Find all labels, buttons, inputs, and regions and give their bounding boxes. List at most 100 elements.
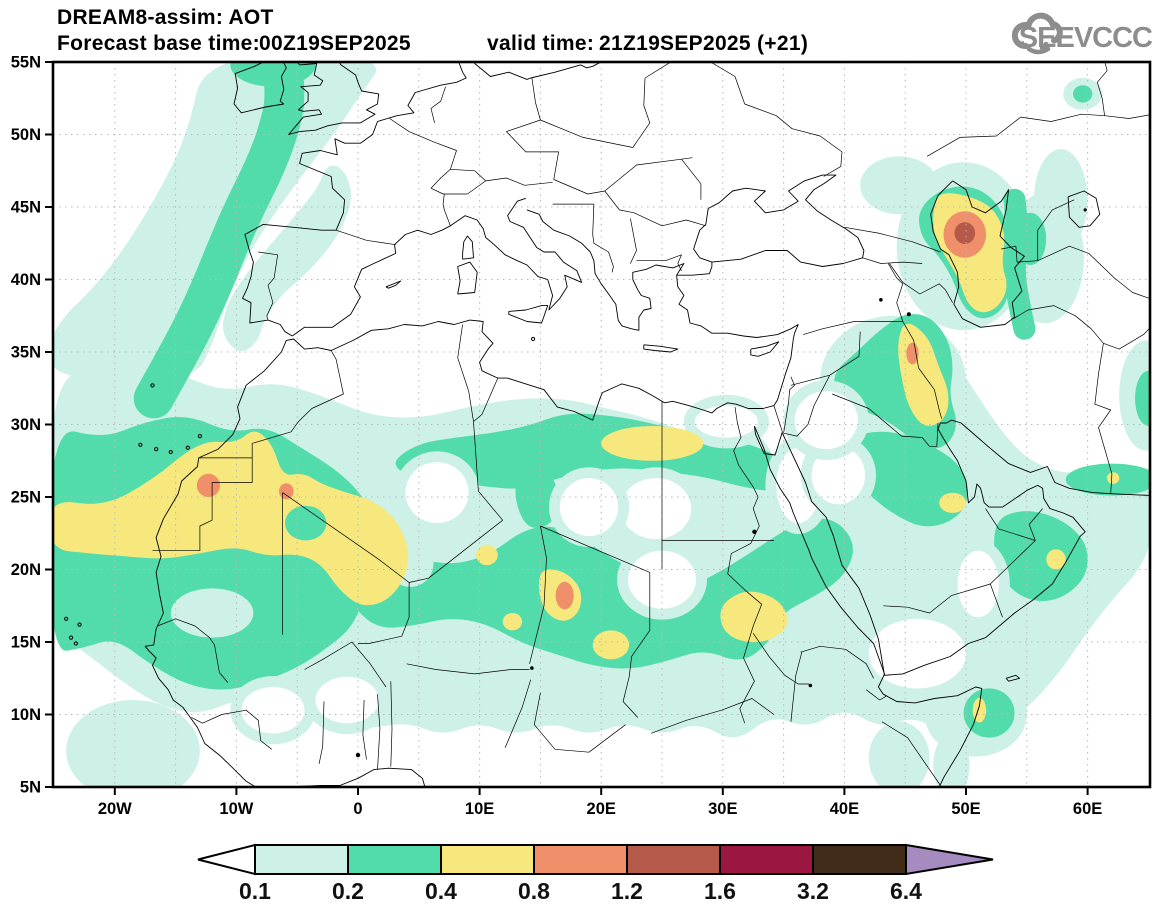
lon-tick-label: 0 [353, 800, 362, 818]
country-border [506, 77, 541, 132]
white-hole [628, 550, 696, 609]
country-border [529, 525, 547, 664]
lat-tick-label: 10N [11, 706, 41, 724]
white-hole [957, 550, 999, 618]
country-border [473, 377, 499, 422]
country-border [783, 376, 795, 434]
coastline [299, 767, 426, 787]
lake [808, 683, 813, 688]
colorbar-label: 1.6 [704, 878, 736, 904]
country-border [604, 190, 706, 227]
colorbar-label: 6.4 [890, 878, 922, 904]
country-border [485, 177, 553, 186]
country-border [533, 692, 626, 753]
yellow-niger-spot [502, 613, 523, 631]
country-border [632, 77, 651, 148]
cyan-ethiopia [868, 721, 930, 787]
coastline [753, 425, 783, 456]
island [64, 616, 69, 621]
yellow-qatar [939, 492, 966, 513]
country-border [1037, 245, 1150, 300]
country-border [800, 645, 874, 679]
lake [879, 298, 883, 302]
island [185, 445, 190, 450]
country-border [862, 257, 923, 264]
island [168, 449, 173, 455]
lat-tick-label: 20N [11, 561, 41, 579]
chart-title: DREAM8-assim: AOT [57, 6, 274, 29]
lat-tick-label: 5N [20, 779, 41, 797]
country-border [473, 421, 503, 521]
country-border [506, 131, 559, 180]
coastline [753, 425, 983, 787]
country-border [318, 701, 325, 764]
chart-header: DREAM8-assim: AOT Forecast base time:00Z… [57, 6, 808, 55]
colorbar-cell [254, 844, 349, 875]
lat-tick-label: 55N [11, 54, 41, 72]
colorbar-label: 0.1 [239, 878, 271, 904]
country-border [304, 641, 387, 688]
yellow-sudan [720, 591, 788, 643]
graticule-layer [53, 62, 1150, 787]
island [68, 635, 74, 640]
colorbar-cell [719, 844, 814, 875]
country-border [1094, 343, 1113, 495]
island [77, 622, 82, 627]
white-hole [620, 478, 692, 540]
logo-text: SEEVCCC [1019, 22, 1153, 54]
country-border [251, 350, 344, 458]
colorbar-legend: 0.1 0.2 0.4 0.8 1.2 1.6 3.2 6.4 [197, 843, 994, 904]
yellow-right-edge [1107, 472, 1120, 484]
base-time-label: Forecast base time: [57, 32, 260, 55]
lon-tick-label: 20W [98, 800, 132, 818]
lat-tick-label: 30N [11, 416, 41, 434]
country-border [829, 331, 861, 376]
white-hole [405, 462, 469, 524]
orange-west-sahara [196, 473, 220, 497]
lat-tick-label: 50N [11, 126, 41, 144]
country-border [1020, 62, 1108, 122]
country-border [152, 457, 253, 552]
country-border [157, 618, 229, 683]
country-border-layer [152, 62, 1150, 786]
teal-oman [994, 511, 1088, 602]
white-hole [315, 676, 379, 724]
country-border [335, 229, 396, 246]
country-border [681, 158, 702, 200]
colorbar-overflow-arrow [905, 843, 994, 876]
country-border [790, 652, 803, 722]
coastline [144, 275, 799, 787]
colorbar-label: 3.2 [797, 878, 829, 904]
teal-right-edge [1135, 370, 1150, 426]
base-time-value: 00Z19SEP2025 [259, 32, 411, 55]
teal-atlantic-band [133, 62, 305, 419]
coastline [693, 174, 865, 267]
country-border [790, 374, 830, 386]
cyan-somali-coast [933, 733, 970, 787]
colorbar-cell [533, 844, 628, 875]
country-border [1104, 114, 1150, 119]
yellow-chad-se-spot [592, 630, 630, 660]
cyan-aral-side [1034, 149, 1088, 251]
white-hole [559, 478, 619, 537]
colorbar-cell [347, 844, 442, 875]
country-border [442, 193, 451, 226]
axis-tick-labels: 55N 50N 45N 40N 35N 30N 25N 20N 15N 10N 5N 20W 10W 0 1… [11, 54, 1103, 819]
country-border [430, 168, 487, 195]
country-border [504, 679, 532, 748]
colorbar-label: 1.2 [611, 878, 643, 904]
lat-tick-label: 45N [11, 199, 41, 217]
country-border [457, 324, 474, 422]
country-border [881, 721, 941, 786]
country-border [889, 263, 953, 303]
cyan-right-edge [1119, 340, 1150, 451]
country-border [887, 263, 904, 322]
lake [1083, 208, 1087, 212]
contour-fill-layer [53, 62, 1150, 787]
yellow-west-sahara-band [53, 431, 409, 606]
country-border [258, 251, 279, 321]
country-border [926, 116, 1021, 157]
teal-north-saudi [847, 431, 968, 527]
island [138, 442, 143, 447]
coastline [508, 305, 549, 324]
